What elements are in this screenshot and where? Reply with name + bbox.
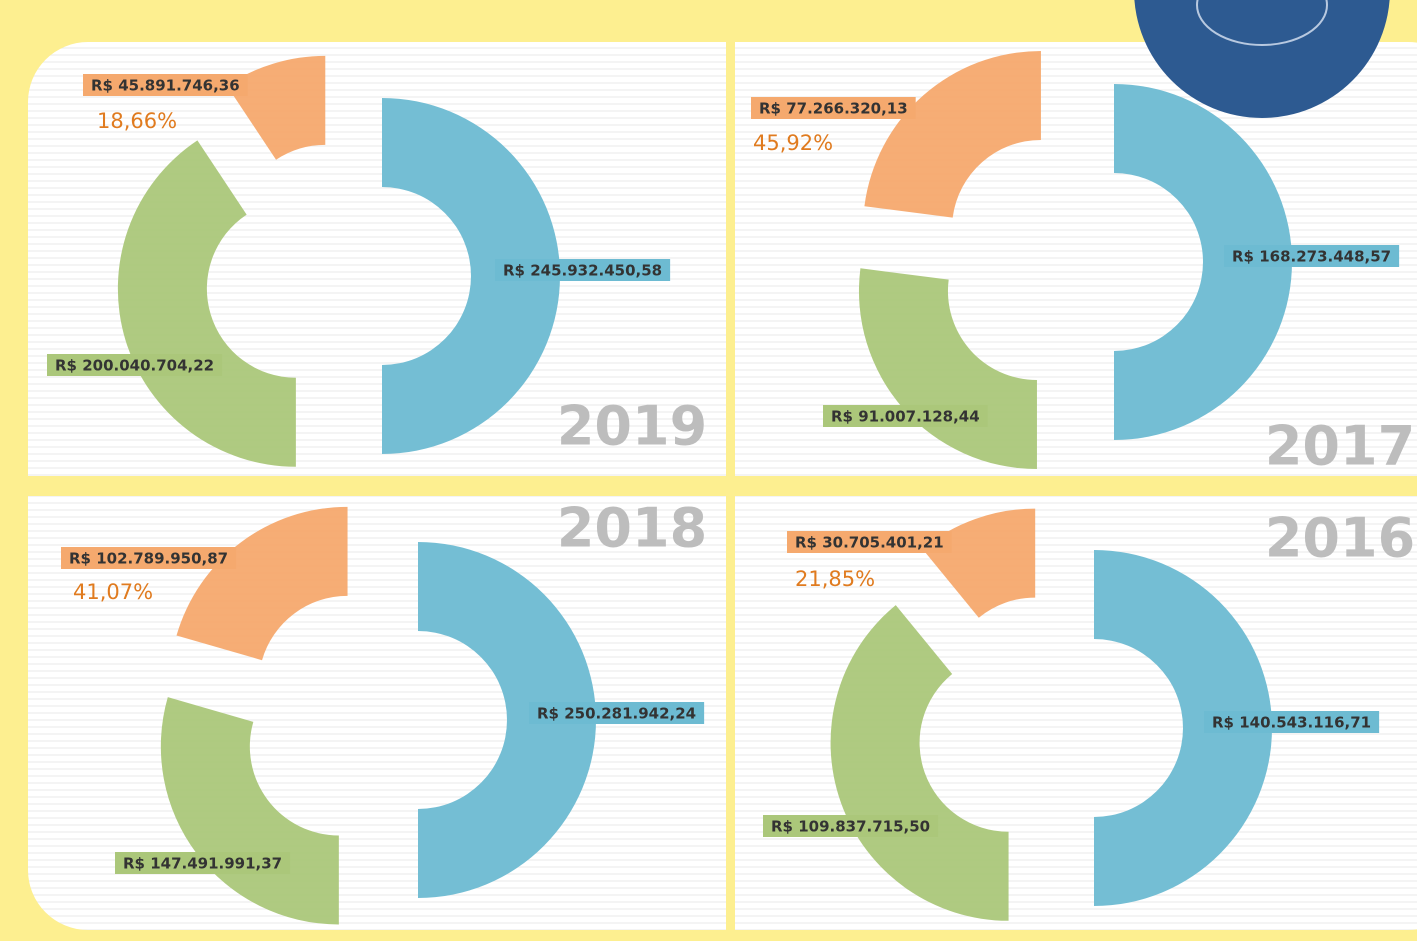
value-label: R$ 109.837.715,50 xyxy=(771,818,930,836)
charts: R$ 245.932.450,58 R$ 200.040.704,22 R$ 45.… xyxy=(47,50,1415,925)
slice xyxy=(382,98,560,454)
value-label: R$ 45.891.746,36 xyxy=(91,77,240,95)
slice xyxy=(830,605,1009,921)
percent-annotation: 45,92% xyxy=(753,131,833,155)
year-title: 2016 xyxy=(1265,507,1415,570)
label-bg xyxy=(751,97,916,119)
slice xyxy=(1114,84,1292,440)
value-label: R$ 102.789.950,87 xyxy=(69,550,228,568)
value-label: R$ 200.040.704,22 xyxy=(55,357,214,375)
logo-icon xyxy=(1196,0,1328,46)
label-bg xyxy=(529,702,705,724)
label-bg xyxy=(787,531,952,553)
slice xyxy=(160,697,339,925)
value-label: R$ 147.491.991,37 xyxy=(123,855,282,873)
value-label: R$ 245.932.450,58 xyxy=(503,262,662,280)
label-bg xyxy=(763,815,939,837)
percent-annotation: 21,85% xyxy=(795,567,875,591)
year-title: 2018 xyxy=(557,497,707,560)
value-label: R$ 30.705.401,21 xyxy=(795,534,944,552)
slice xyxy=(176,506,348,661)
logo xyxy=(1134,0,1390,118)
slice xyxy=(117,140,296,467)
slice xyxy=(858,268,1037,470)
value-label: R$ 77.266.320,13 xyxy=(759,100,908,118)
label-bg xyxy=(1224,245,1400,267)
value-label: R$ 91.007.128,44 xyxy=(831,408,980,426)
slice xyxy=(226,55,326,160)
percent-annotation: 41,07% xyxy=(73,580,153,604)
divider xyxy=(28,476,1417,496)
label-bg xyxy=(47,354,223,376)
label-bg xyxy=(61,547,237,569)
value-label: R$ 168.273.448,57 xyxy=(1232,248,1391,266)
label-bg xyxy=(83,74,248,96)
slice xyxy=(864,50,1041,218)
year-title: 2019 xyxy=(557,395,707,458)
label-bg xyxy=(823,405,988,427)
slice xyxy=(1094,550,1272,906)
percent-annotation: 18,66% xyxy=(97,109,177,133)
year-title: 2017 xyxy=(1265,415,1415,478)
label-bg xyxy=(115,852,291,874)
label-bg xyxy=(495,259,671,281)
slice xyxy=(418,542,596,898)
value-label: R$ 250.281.942,24 xyxy=(537,705,696,723)
label-bg xyxy=(1204,711,1380,733)
value-label: R$ 140.543.116,71 xyxy=(1212,714,1371,732)
